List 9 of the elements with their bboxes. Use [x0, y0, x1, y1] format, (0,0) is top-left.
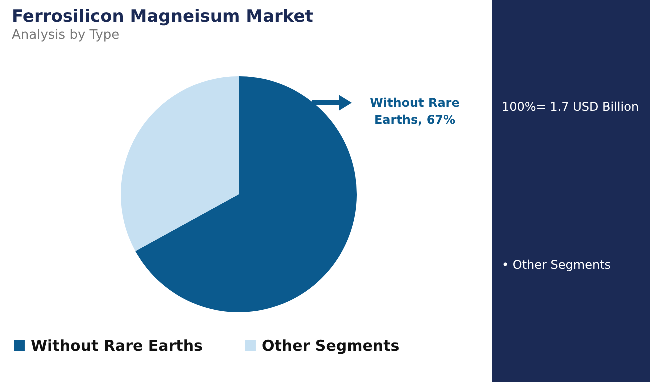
chart-title: Ferrosilicon Magneisum Market	[12, 7, 314, 27]
legend-label: Other Segments	[262, 336, 400, 355]
text: 100%= 1.7 USD Billion	[502, 100, 640, 114]
data-label: Without Rare Earths, 67%	[369, 95, 461, 129]
pie-slice	[136, 76, 357, 312]
pie-slice	[121, 76, 239, 252]
chart-subtitle: Analysis by Type	[12, 28, 120, 43]
text: • Other Segments	[502, 258, 612, 272]
legend-label: Without Rare Earths	[31, 336, 203, 355]
